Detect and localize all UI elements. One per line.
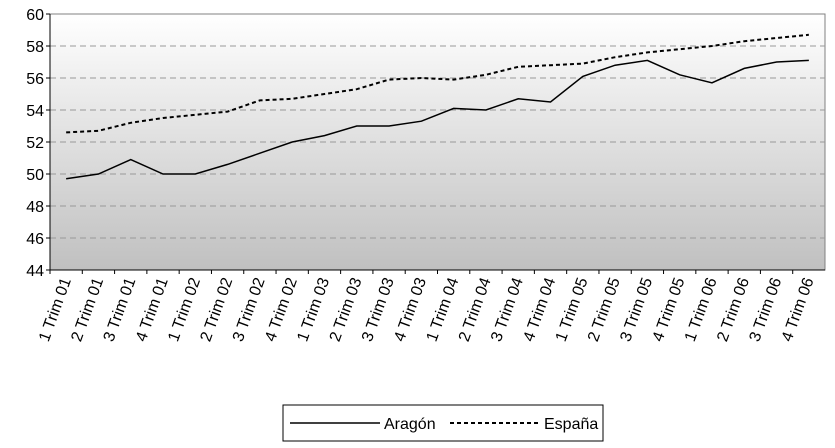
y-tick-label: 58	[26, 39, 44, 56]
y-tick-label: 44	[26, 263, 44, 280]
y-tick-label: 54	[26, 103, 44, 120]
y-tick-label: 48	[26, 199, 44, 216]
y-tick-label: 50	[26, 167, 44, 184]
legend-label: Aragón	[384, 416, 436, 433]
x-tick-label: 4 Trim 06	[779, 275, 818, 344]
series-line	[66, 59, 809, 180]
plot-area	[49, 13, 826, 271]
y-tick-label: 56	[26, 71, 44, 88]
legend-label: España	[544, 416, 598, 433]
y-tick-label: 52	[26, 135, 44, 152]
y-tick-label: 46	[26, 231, 44, 248]
y-tick-label: 60	[26, 7, 44, 24]
